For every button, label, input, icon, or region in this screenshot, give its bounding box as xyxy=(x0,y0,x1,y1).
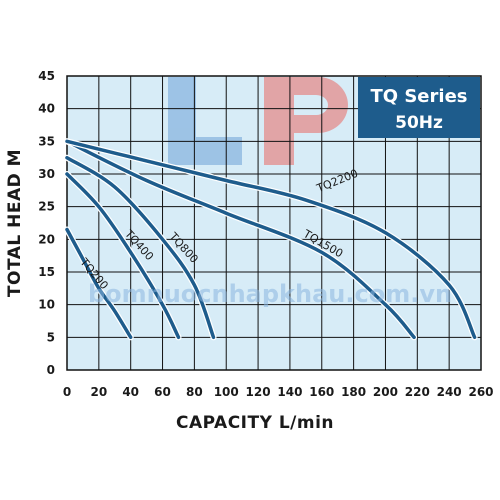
y-tick-label: 15 xyxy=(38,265,55,279)
x-tick-label: 200 xyxy=(373,385,398,399)
series-badge: TQ Series 50Hz xyxy=(358,77,480,138)
y-tick-labels: 0 5 10 15 20 25 30 35 40 45 xyxy=(38,69,55,377)
y-tick-label: 30 xyxy=(38,167,55,181)
y-tick-label: 0 xyxy=(47,363,55,377)
curve-tq2200 xyxy=(65,139,477,340)
x-tick-label: 100 xyxy=(214,385,239,399)
curve-tq1500 xyxy=(65,139,416,340)
x-tick-label: 0 xyxy=(63,385,71,399)
plot-frame xyxy=(66,75,482,371)
watermark-letter-p-bowl xyxy=(294,77,348,133)
series-badge-title: TQ Series xyxy=(371,86,468,107)
x-tick-label: 220 xyxy=(405,385,430,399)
x-tick-labels: 0 20 40 60 80 100 120 140 160 180 200 220 240 260 xyxy=(63,385,494,399)
x-tick-label: 80 xyxy=(186,385,203,399)
series-badge-box xyxy=(358,77,480,138)
x-tick-label: 40 xyxy=(122,385,139,399)
y-axis-title: TOTAL HEAD M xyxy=(5,149,25,297)
watermark-url: bomnuocnhapkhau.com.vn xyxy=(88,280,452,308)
watermark-letter-p-stem xyxy=(264,77,294,165)
y-tick-label: 5 xyxy=(47,330,55,344)
series-badge-subtitle: 50Hz xyxy=(395,113,443,133)
curve-tq800 xyxy=(65,155,216,340)
x-tick-label: 20 xyxy=(90,385,107,399)
x-tick-label: 60 xyxy=(154,385,171,399)
y-tick-label: 25 xyxy=(38,200,55,214)
y-tick-label: 10 xyxy=(38,298,55,312)
x-axis-title: CAPACITY L/min xyxy=(176,413,334,433)
y-tick-label: 20 xyxy=(38,232,55,246)
x-tick-label: 160 xyxy=(309,385,334,399)
x-tick-label: 140 xyxy=(277,385,302,399)
x-tick-label: 240 xyxy=(437,385,462,399)
watermark-logo xyxy=(168,77,348,165)
y-tick-label: 40 xyxy=(38,102,55,116)
curve-tq400 xyxy=(65,172,181,340)
x-tick-label: 260 xyxy=(468,385,493,399)
x-tick-label: 120 xyxy=(246,385,271,399)
y-tick-label: 35 xyxy=(38,134,55,148)
x-tick-label: 180 xyxy=(341,385,366,399)
curves xyxy=(64,138,478,341)
curve-tq200 xyxy=(65,227,133,340)
y-tick-label: 45 xyxy=(38,69,55,83)
